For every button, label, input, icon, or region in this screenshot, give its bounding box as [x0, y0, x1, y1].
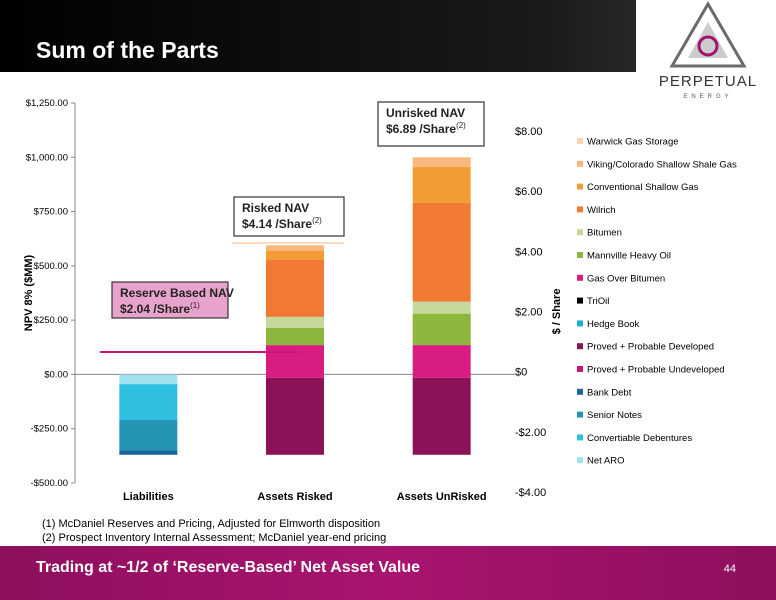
- bar-segment: [266, 345, 324, 378]
- legend-swatch: [577, 183, 583, 190]
- annotation-title: Risked NAV: [242, 201, 309, 215]
- legend-label: Bitumen: [587, 228, 622, 239]
- bar-segment: [412, 157, 471, 168]
- annotation-box: [233, 196, 345, 237]
- legend-label: Net ARO: [587, 456, 625, 467]
- y-tick-label: $250.00: [34, 315, 68, 326]
- legend-label: Viking/Colorado Shallow Shale Gas: [587, 159, 737, 170]
- legend-label: Wilrich: [587, 205, 616, 216]
- footnote: (1) McDaniel Reserves and Pricing, Adjus…: [42, 518, 380, 530]
- y2-tick-label: $4.00: [515, 246, 543, 258]
- annotation-note: (1): [190, 301, 200, 310]
- legend-swatch: [577, 434, 583, 441]
- y-tick-label: $1,250.00: [26, 98, 68, 109]
- bar-segment: [119, 450, 178, 455]
- y-tick-label: -$500.00: [30, 478, 68, 489]
- logo-sub: ENERGY: [683, 94, 732, 100]
- annotation-title: Unrisked NAV: [386, 106, 465, 120]
- chart: -$500.00 -$250.00 $0.00 $250.00 $500.00 $750.…: [23, 98, 737, 503]
- legend-swatch: [577, 457, 583, 464]
- bar-segment: [412, 377, 471, 455]
- annotation-text: $6.89 /Share: [386, 122, 456, 136]
- legend-label: Mannville Heavy Oil: [587, 251, 671, 262]
- slide-title: Sum of the Parts: [36, 37, 219, 63]
- footer-band: [0, 546, 776, 600]
- y-tick-label: $500.00: [34, 261, 68, 272]
- legend-swatch: [577, 411, 583, 418]
- logo: PERPETUAL ENERGY: [636, 0, 776, 104]
- legend-swatch: [577, 160, 583, 167]
- annotation-box: [377, 101, 485, 147]
- bar-segment: [412, 345, 471, 378]
- legend-label: Gas Over Bitumen: [587, 273, 665, 284]
- annotation-title: Reserve Based NAV: [120, 286, 234, 300]
- legend-swatch: [577, 274, 583, 281]
- y2-tick-label: -$2.00: [515, 427, 546, 439]
- legend-swatch: [577, 297, 583, 304]
- bar-segment: [266, 327, 324, 346]
- legend-label: Proved + Probable Undeveloped: [587, 365, 725, 376]
- legend-swatch: [577, 206, 583, 213]
- y2-tick-label: $6.00: [515, 186, 543, 198]
- annotation-note: (2): [456, 121, 466, 130]
- legend-label: Senior Notes: [587, 410, 642, 421]
- y-axis-title: NPV 8% ($MM): [23, 254, 35, 331]
- bar-segment: [119, 384, 178, 421]
- annotation-text: $4.14 /Share: [242, 217, 312, 231]
- bar-segment: [266, 250, 324, 260]
- y-tick-label: $1,000.00: [26, 152, 68, 163]
- bar-segment: [412, 301, 471, 314]
- bar-segment: [119, 420, 178, 451]
- y2-axis-title: $ / Share: [551, 289, 563, 335]
- x-tick-label: Assets Risked: [257, 491, 332, 503]
- logo-swirl: [697, 35, 719, 57]
- legend-label: Hedge Book: [587, 319, 640, 330]
- legend-label: Convertiable Debentures: [587, 433, 692, 444]
- bar-segment: [412, 202, 471, 302]
- footer-title: Trading at ~1/2 of ‘Reserve-Based’ Net A…: [36, 559, 420, 576]
- legend-swatch: [577, 138, 583, 144]
- bar-segment: [412, 313, 471, 346]
- y2-tick-label: $0: [515, 367, 527, 379]
- x-tick-label: Liabilities: [123, 491, 174, 503]
- annotation-value: $6.89 /Share(2): [386, 121, 466, 136]
- bar-segment: [266, 316, 324, 328]
- page-number: 44: [724, 563, 736, 575]
- logo-name: PERPETUAL: [659, 73, 757, 90]
- legend-label: Proved + Probable Developed: [587, 342, 714, 353]
- bar-segment: [266, 377, 324, 455]
- x-tick-label: Assets UnRisked: [397, 491, 487, 503]
- annotation-text: $2.04 /Share: [120, 302, 190, 316]
- y-tick-label: $750.00: [34, 207, 68, 218]
- y2-tick-label: $8.00: [515, 126, 543, 138]
- annotation-value: $4.14 /Share(2): [242, 216, 322, 231]
- legend-swatch: [577, 252, 583, 258]
- legend-label: Bank Debt: [587, 387, 632, 398]
- annotation-box: [111, 281, 229, 319]
- legend-swatch: [577, 388, 583, 395]
- y2-tick-label: -$4.00: [515, 487, 546, 499]
- annotation-note: (2): [312, 216, 322, 225]
- legend-swatch: [577, 229, 583, 236]
- legend-label: TriOil: [587, 296, 609, 307]
- logo-triangle: [669, 1, 747, 68]
- bar-segment: [266, 259, 324, 317]
- footnote: (2) Prospect Inventory Internal Assessme…: [42, 532, 386, 544]
- y-tick-label: -$250.00: [30, 424, 68, 435]
- bar-segment: [266, 245, 324, 251]
- bar-segment: [119, 374, 178, 385]
- legend-swatch: [577, 343, 583, 350]
- legend-label: Warwick Gas Storage: [587, 137, 679, 148]
- legend-swatch: [577, 320, 583, 327]
- bar-segment: [412, 167, 471, 203]
- annotation-value: $2.04 /Share(1): [120, 301, 200, 316]
- y-tick-label: $0.00: [44, 369, 68, 380]
- legend-label: Conventional Shallow Gas: [587, 182, 699, 193]
- y2-tick-label: $2.00: [515, 307, 543, 319]
- legend-swatch: [577, 366, 583, 372]
